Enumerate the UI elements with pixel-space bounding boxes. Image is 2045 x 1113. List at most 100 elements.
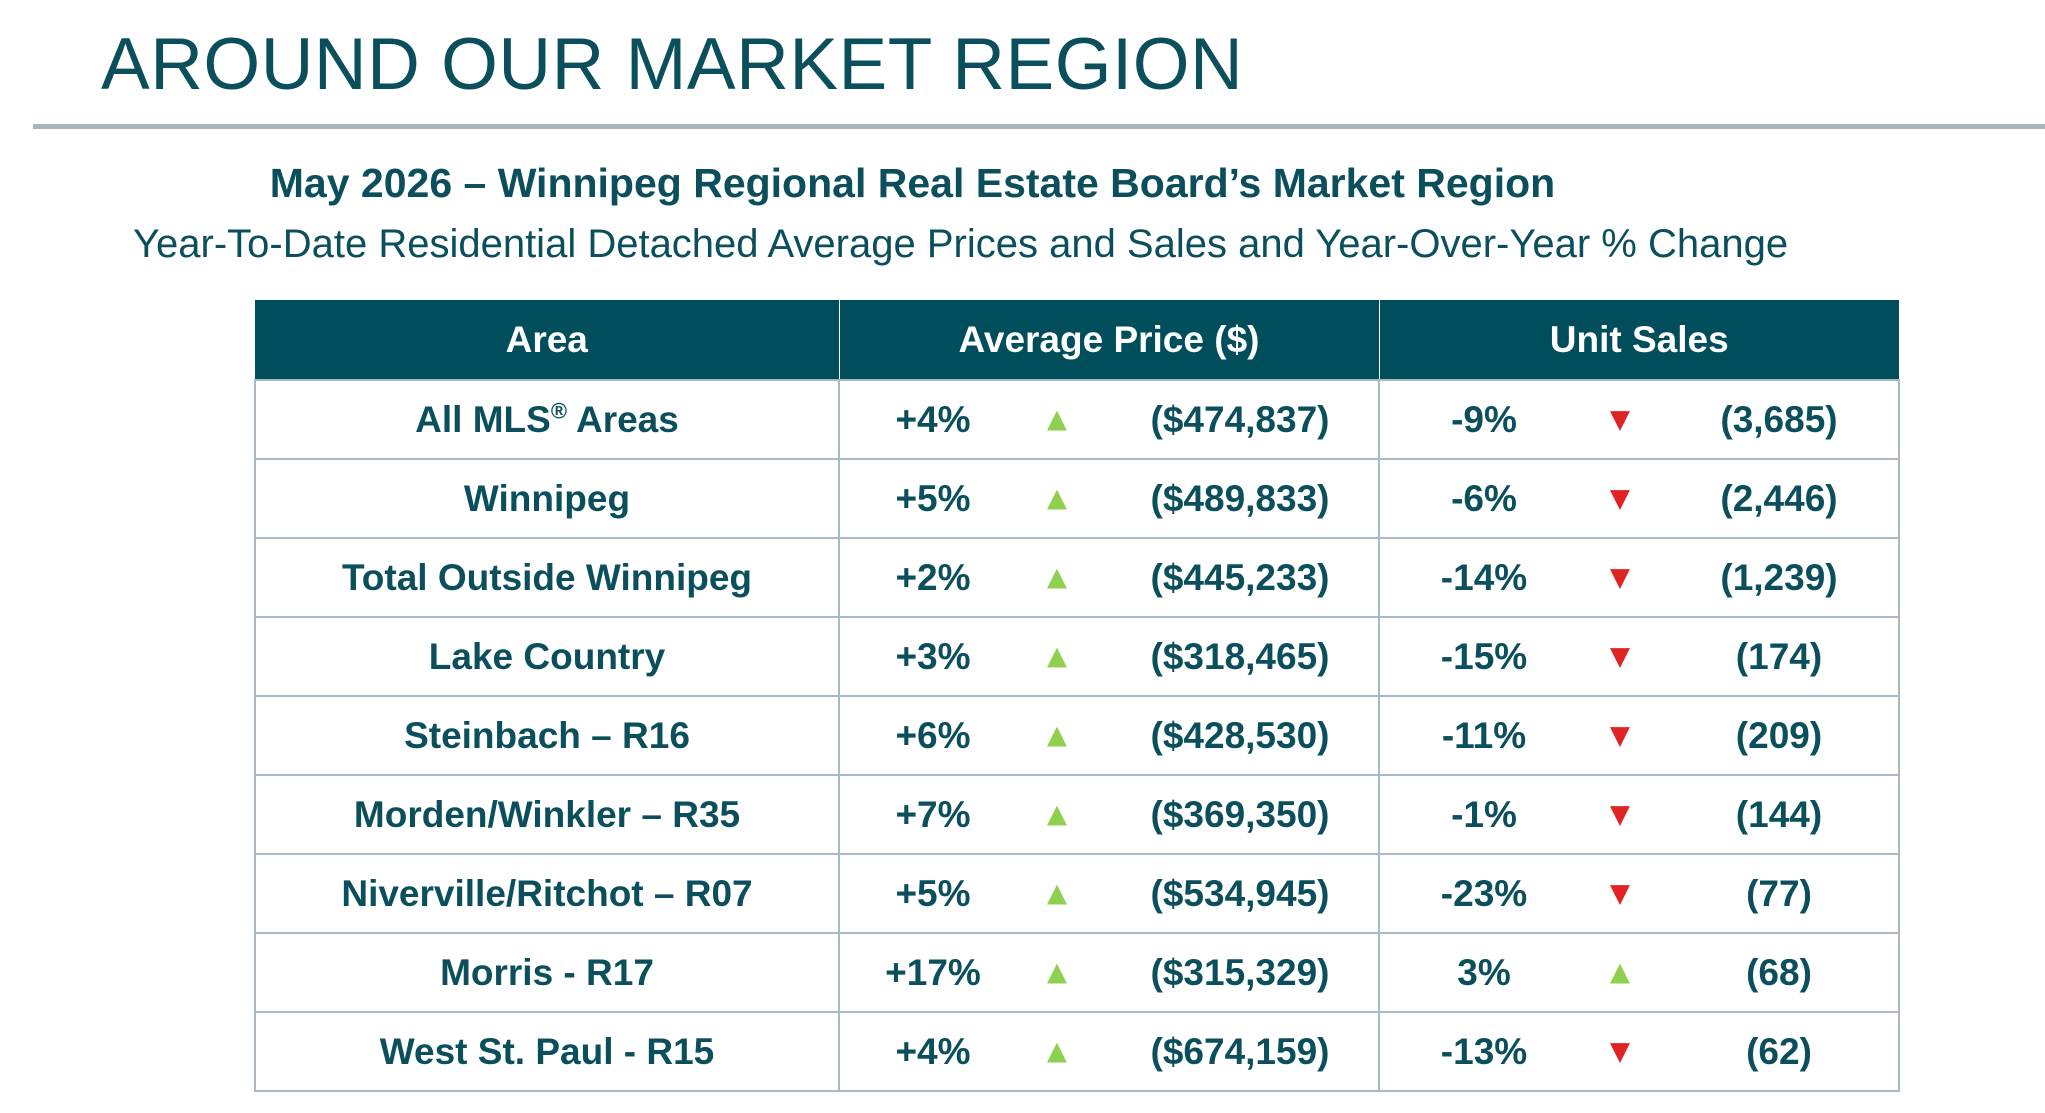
percent-change: +4% (895, 1030, 971, 1072)
unit-sales-cell: -1% ▼ (144) (1378, 774, 1900, 855)
table-row: West St. Paul - R15 +4% ▲ ($674,159) -13% ▼ (6… (254, 1011, 1900, 1092)
average-price-cell: +17% ▲ ($315,329) (838, 932, 1380, 1013)
area-name: West St. Paul - R15 (379, 1030, 715, 1072)
area-cell: Total Outside Winnipeg (254, 537, 840, 618)
report-heading: May 2026 – Winnipeg Regional Real Estate… (0, 163, 2045, 204)
unit-sales-cell: -9% ▼ (3,685) (1378, 379, 1900, 460)
up-triangle-icon: ▲ (1040, 400, 1074, 438)
percent-change: -9% (1451, 398, 1517, 440)
up-triangle-icon: ▲ (1040, 479, 1074, 517)
percent-change: -11% (1441, 714, 1527, 756)
report-heading-text: May 2026 – Winnipeg Regional Real Estate… (269, 160, 1556, 206)
up-triangle-icon: ▲ (1603, 953, 1637, 991)
area-cell: West St. Paul - R15 (254, 1011, 840, 1092)
percent-change: +3% (895, 635, 971, 677)
value: ($489,833) (1150, 477, 1330, 519)
value: (62) (1746, 1030, 1812, 1072)
unit-sales-cell: 3% ▲ (68) (1378, 932, 1900, 1013)
up-triangle-icon: ▲ (1040, 637, 1074, 675)
table-row: All MLS® Areas +4% ▲ ($474,837) -9% ▼ (3,685) (254, 379, 1900, 460)
average-price-cell: +4% ▲ ($474,837) (838, 379, 1380, 460)
down-triangle-icon: ▼ (1603, 1032, 1637, 1070)
table-row: Morris - R17 +17% ▲ ($315,329) 3% ▲ (68) (254, 932, 1900, 1013)
title-divider (33, 124, 2045, 129)
value: (209) (1735, 714, 1823, 756)
area-cell: Niverville/Ritchot – R07 (254, 853, 840, 934)
area-name: Morden/Winkler – R35 (353, 793, 741, 835)
down-triangle-icon: ▼ (1603, 716, 1637, 754)
area-cell: Morden/Winkler – R35 (254, 774, 840, 855)
percent-change: +7% (895, 793, 971, 835)
area-name: Steinbach – R16 (404, 714, 690, 756)
up-triangle-icon: ▲ (1040, 1032, 1074, 1070)
percent-change: -1% (1451, 793, 1517, 835)
percent-change: -6% (1451, 477, 1517, 519)
percent-change: +5% (895, 477, 971, 519)
area-name: All MLS (415, 398, 551, 440)
percent-change: 3% (1457, 951, 1511, 993)
slide-title: AROUND OUR MARKET REGION (101, 24, 1244, 105)
unit-sales-cell: -13% ▼ (62) (1378, 1011, 1900, 1092)
value: (1,239) (1720, 556, 1838, 598)
value: ($318,465) (1150, 635, 1330, 677)
down-triangle-icon: ▼ (1603, 637, 1637, 675)
value: (77) (1746, 872, 1812, 914)
average-price-cell: +6% ▲ ($428,530) (838, 695, 1380, 776)
percent-change: -15% (1440, 635, 1528, 677)
up-triangle-icon: ▲ (1040, 874, 1074, 912)
up-triangle-icon: ▲ (1040, 716, 1074, 754)
area-name: Winnipeg (463, 477, 631, 519)
table-body: All MLS® Areas +4% ▲ ($474,837) -9% ▼ (3,685) W… (254, 379, 1900, 1092)
value: ($674,159) (1150, 1030, 1330, 1072)
value: ($445,233) (1150, 556, 1330, 598)
table-row: Lake Country +3% ▲ ($318,465) -15% ▼ (174) (254, 616, 1900, 697)
table-row: Morden/Winkler – R35 +7% ▲ ($369,350) -1% ▼ (1… (254, 774, 1900, 855)
area-cell: Winnipeg (254, 458, 840, 539)
value: ($315,329) (1150, 951, 1330, 993)
value: (174) (1735, 635, 1823, 677)
average-price-cell: +5% ▲ ($489,833) (838, 458, 1380, 539)
table-header-row: Area Average Price ($) Unit Sales (255, 300, 1899, 380)
value: (2,446) (1720, 477, 1838, 519)
area-name: Niverville/Ritchot – R07 (341, 872, 753, 914)
down-triangle-icon: ▼ (1603, 400, 1637, 438)
unit-sales-cell: -14% ▼ (1,239) (1378, 537, 1900, 618)
up-triangle-icon: ▲ (1040, 953, 1074, 991)
down-triangle-icon: ▼ (1603, 874, 1637, 912)
area-cell: Lake Country (254, 616, 840, 697)
area-cell: Steinbach – R16 (254, 695, 840, 776)
value: (144) (1735, 793, 1823, 835)
average-price-cell: +7% ▲ ($369,350) (838, 774, 1380, 855)
percent-change: +5% (895, 872, 971, 914)
percent-change: -14% (1440, 556, 1528, 598)
value: ($428,530) (1150, 714, 1330, 756)
percent-change: +2% (895, 556, 971, 598)
column-header-average-price: Average Price ($) (839, 300, 1380, 380)
down-triangle-icon: ▼ (1603, 558, 1637, 596)
table-row: Total Outside Winnipeg +2% ▲ ($445,233) -14%… (254, 537, 1900, 618)
value: ($369,350) (1150, 793, 1330, 835)
unit-sales-cell: -23% ▼ (77) (1378, 853, 1900, 934)
average-price-cell: +5% ▲ ($534,945) (838, 853, 1380, 934)
area-name-suffix: Areas (567, 398, 679, 440)
value: (3,685) (1720, 398, 1838, 440)
table-row: Winnipeg +5% ▲ ($489,833) -6% ▼ (2,446) (254, 458, 1900, 539)
unit-sales-cell: -11% ▼ (209) (1378, 695, 1900, 776)
up-triangle-icon: ▲ (1040, 558, 1074, 596)
value: (68) (1746, 951, 1812, 993)
area-cell: All MLS® Areas (254, 379, 840, 460)
percent-change: -23% (1440, 872, 1528, 914)
percent-change: -13% (1440, 1030, 1528, 1072)
up-triangle-icon: ▲ (1040, 795, 1074, 833)
column-header-unit-sales: Unit Sales (1379, 300, 1899, 380)
value: ($534,945) (1150, 872, 1330, 914)
average-price-cell: +4% ▲ ($674,159) (838, 1011, 1380, 1092)
area-name: Total Outside Winnipeg (341, 556, 753, 598)
market-table: Area Average Price ($) Unit Sales All ML… (254, 300, 1900, 1092)
area-name: Lake Country (428, 635, 666, 677)
percent-change: +17% (885, 951, 981, 993)
percent-change: +4% (895, 398, 971, 440)
down-triangle-icon: ▼ (1603, 479, 1637, 517)
table-row: Niverville/Ritchot – R07 +5% ▲ ($534,945) -2… (254, 853, 1900, 934)
value: ($474,837) (1150, 398, 1330, 440)
